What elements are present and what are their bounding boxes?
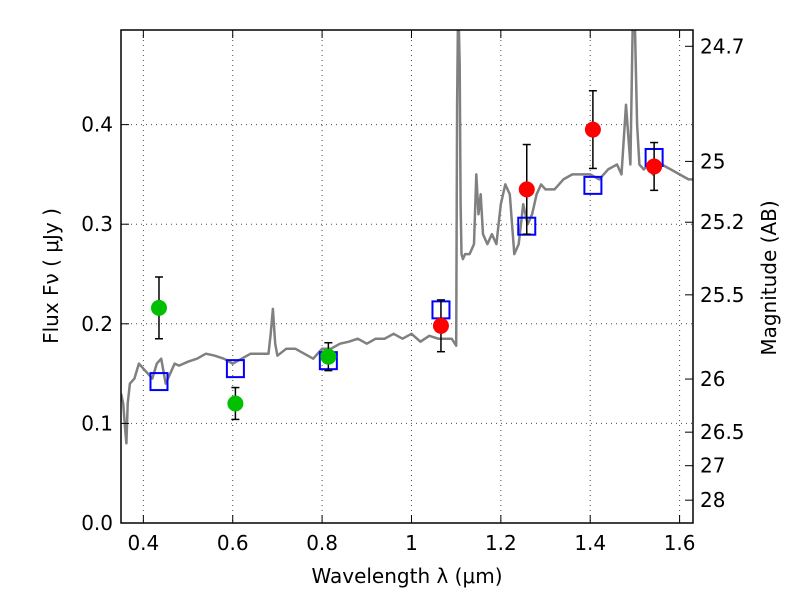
mag-tick-label: 27 bbox=[700, 454, 725, 478]
mag-tick-label: 28 bbox=[700, 488, 725, 512]
x-axis-label: Wavelength λ (μm) bbox=[311, 564, 502, 588]
mag-tick-label: 26 bbox=[700, 367, 725, 391]
model-square bbox=[225, 359, 245, 379]
model-square bbox=[583, 175, 603, 195]
y-tick-label: 0.3 bbox=[81, 212, 113, 236]
mag-tick-label: 24.7 bbox=[700, 34, 745, 58]
flux-point bbox=[320, 348, 337, 365]
mag-tick-label: 25.2 bbox=[700, 210, 745, 234]
ticks-layer: 0.4 0.6 0.8 1 1.2 1.4 1.6 0.0 0.1 0.2 0.3 0.4 24.7 25… bbox=[81, 30, 745, 555]
model-square bbox=[149, 372, 169, 392]
y-axis-label: Flux Fν ( μJy ) bbox=[39, 208, 63, 344]
flux-point bbox=[227, 395, 244, 412]
y-tick-label: 0.2 bbox=[81, 312, 113, 336]
x-tick-label: 0.4 bbox=[127, 531, 159, 555]
plot-frame bbox=[120, 29, 694, 524]
mag-tick-label: 26.5 bbox=[700, 420, 745, 444]
plot-background bbox=[121, 30, 693, 523]
grid bbox=[121, 30, 693, 523]
flux-point bbox=[646, 158, 663, 175]
right-axis-label: Magnitude (AB) bbox=[757, 200, 781, 355]
points-layer bbox=[149, 90, 664, 421]
x-tick-label: 1 bbox=[405, 531, 418, 555]
y-tick-label: 0.0 bbox=[81, 511, 113, 535]
flux-point bbox=[518, 181, 535, 198]
spectrum-layer bbox=[121, 30, 693, 445]
mag-tick-label: 25.5 bbox=[700, 283, 745, 307]
x-tick-label: 1.4 bbox=[574, 531, 606, 555]
spectrum-line bbox=[121, 30, 693, 445]
flux-point bbox=[150, 299, 167, 316]
flux-point bbox=[584, 121, 601, 138]
y-tick-label: 0.1 bbox=[81, 411, 113, 435]
x-tick-label: 1.2 bbox=[485, 531, 517, 555]
x-tick-label: 0.6 bbox=[217, 531, 249, 555]
x-tick-label: 0.8 bbox=[306, 531, 338, 555]
flux-point bbox=[432, 317, 449, 334]
y-tick-label: 0.4 bbox=[81, 113, 113, 137]
mag-tick-label: 25 bbox=[700, 149, 725, 173]
x-tick-label: 1.6 bbox=[664, 531, 696, 555]
